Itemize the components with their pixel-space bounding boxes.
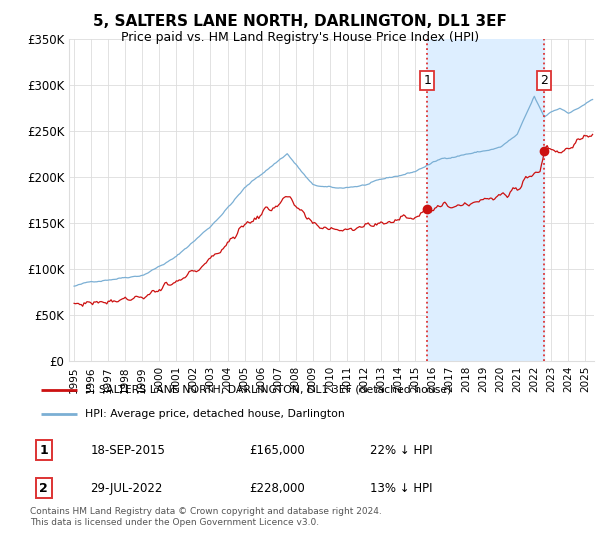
Text: 2: 2 [40,482,48,495]
Bar [427,39,544,361]
Text: 13% ↓ HPI: 13% ↓ HPI [370,482,433,495]
Text: Price paid vs. HM Land Registry's House Price Index (HPI): Price paid vs. HM Land Registry's House … [121,31,479,44]
Text: 5, SALTERS LANE NORTH, DARLINGTON, DL1 3EF: 5, SALTERS LANE NORTH, DARLINGTON, DL1 3… [93,14,507,29]
Text: 29-JUL-2022: 29-JUL-2022 [91,482,163,495]
Text: £228,000: £228,000 [250,482,305,495]
Text: Contains HM Land Registry data © Crown copyright and database right 2024.
This d: Contains HM Land Registry data © Crown c… [30,507,382,527]
Text: 1: 1 [424,74,431,87]
Text: 5, SALTERS LANE NORTH, DARLINGTON, DL1 3EF (detached house): 5, SALTERS LANE NORTH, DARLINGTON, DL1 3… [85,385,451,395]
Text: £165,000: £165,000 [250,444,305,457]
Text: 18-SEP-2015: 18-SEP-2015 [91,444,165,457]
Text: 1: 1 [40,444,48,457]
Text: HPI: Average price, detached house, Darlington: HPI: Average price, detached house, Darl… [85,409,344,419]
Text: 2: 2 [540,74,548,87]
Text: 22% ↓ HPI: 22% ↓ HPI [370,444,433,457]
